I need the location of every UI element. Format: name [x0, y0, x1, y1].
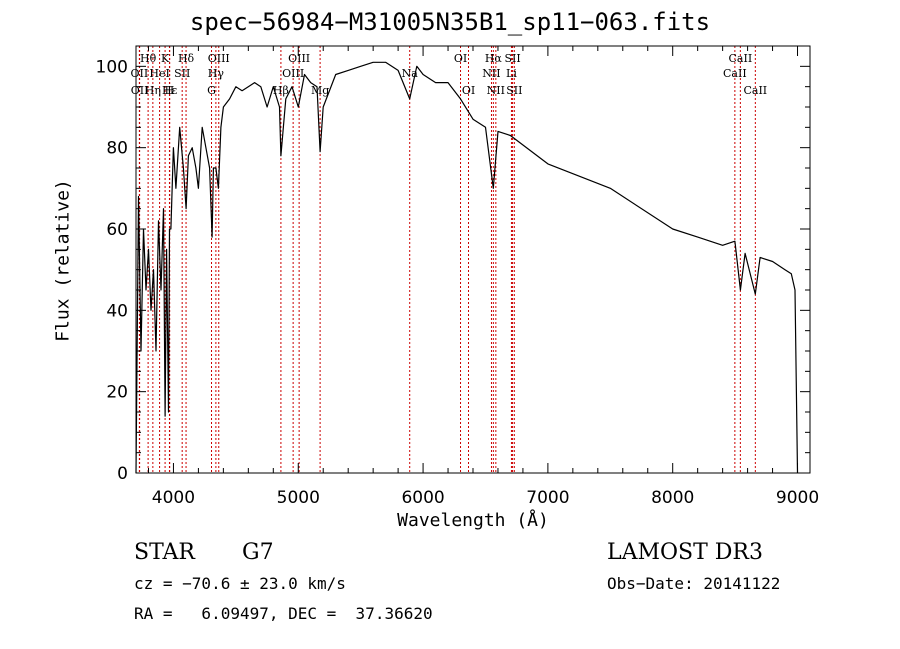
- y-tick-label: 20: [106, 383, 128, 403]
- marker-label: OI: [454, 52, 467, 65]
- class-label: STAR: [134, 540, 195, 565]
- plot-frame: [135, 45, 811, 474]
- axis-ticks: 4000 5000 6000 7000 8000 9000 0 20 40 60 80 100: [96, 46, 819, 508]
- spectrum-line: [135, 61, 799, 474]
- survey-label: LAMOST DR3: [607, 540, 763, 565]
- marker-label: Hα: [485, 52, 503, 65]
- marker-label: SII: [504, 52, 520, 65]
- marker-labels: Hθ OII OII K HeI Hη HεH SII Hδ OIII Hγ G OIII OIII Hβ M…: [131, 52, 768, 97]
- marker-label: G: [207, 84, 216, 97]
- marker-label: CaII: [729, 52, 753, 65]
- marker-label: OII: [131, 67, 149, 80]
- x-axis-label: Wavelength (Å): [397, 510, 549, 531]
- x-tick-label: 4000: [152, 488, 195, 508]
- marker-label: OII: [131, 84, 149, 97]
- y-axis-label: Flux (relative): [52, 179, 74, 342]
- y-tick-label: 100: [96, 57, 128, 77]
- x-tick-label: 7000: [526, 488, 569, 508]
- marker-label: CaII: [723, 67, 747, 80]
- marker-label: Hγ: [208, 67, 225, 80]
- marker-label: HeI: [149, 67, 169, 80]
- marker-label: OI: [462, 84, 475, 97]
- marker-label: Li: [506, 67, 517, 80]
- marker-label: Na: [402, 67, 419, 80]
- marker-label: Hη: [145, 84, 161, 97]
- y-tick-label: 80: [106, 139, 128, 159]
- chart-title: spec−56984−M31005N35B1_sp11−063.fits: [189, 8, 711, 36]
- marker-label: OIII: [288, 52, 310, 65]
- coordinates-readout: RA = 6.09497, DEC = 37.36620: [134, 604, 433, 623]
- marker-label: Hε: [162, 84, 178, 97]
- marker-label: OIII: [208, 52, 230, 65]
- marker-label: SII: [174, 67, 190, 80]
- marker-label: NII: [487, 84, 505, 97]
- marker-label: Hβ: [273, 84, 289, 97]
- y-tick-label: 40: [106, 301, 128, 321]
- x-tick-label: 9000: [776, 488, 819, 508]
- marker-label: OIII: [282, 67, 304, 80]
- marker-label: Hδ: [178, 52, 195, 65]
- y-tick-label: 60: [106, 220, 128, 240]
- marker-label: SII: [506, 84, 522, 97]
- x-tick-label: 6000: [401, 488, 444, 508]
- marker-label: K: [161, 52, 170, 65]
- marker-label: Mg: [311, 84, 329, 97]
- subclass-label: G7: [242, 540, 274, 565]
- x-tick-label: 8000: [651, 488, 694, 508]
- marker-label: NII: [482, 67, 500, 80]
- x-tick-label: 5000: [277, 488, 320, 508]
- obs-date-readout: Obs−Date: 20141122: [607, 574, 781, 593]
- y-tick-label: 0: [117, 464, 128, 484]
- cz-readout: cz = −70.6 ± 23.0 km/s: [134, 574, 346, 593]
- marker-label: CaII: [743, 84, 767, 97]
- marker-lines: [138, 46, 756, 473]
- marker-label: H: [165, 84, 175, 97]
- marker-label: Hθ: [140, 52, 157, 65]
